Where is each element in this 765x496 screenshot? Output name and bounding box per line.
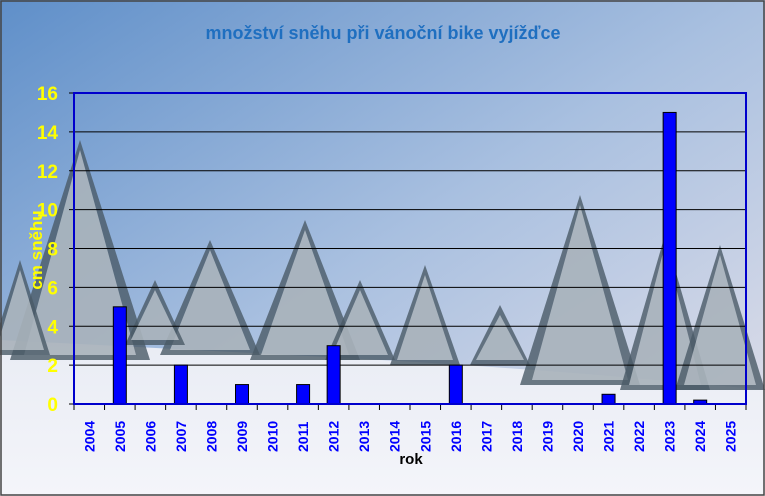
tree-snow [532,205,628,380]
tree-snow [131,290,179,340]
x-tick-label: 2024 [692,421,708,452]
x-tick-label: 2010 [265,421,281,452]
chart-title: množství sněhu při vánoční bike vyjížďce [205,23,560,43]
x-tick-label: 2008 [203,421,219,452]
x-tick-label: 2013 [356,421,372,452]
bar-2011 [296,384,311,405]
tree-snow [0,270,44,350]
x-tick-label: 2023 [662,421,678,452]
plot-area-border [73,92,747,405]
tree-snow [397,275,453,360]
y-tick-label: 16 [37,84,58,105]
x-tick-label: 2006 [142,421,158,452]
x-tick-label: 2020 [570,421,586,452]
y-tick-label: 10 [37,201,58,222]
bar-2021 [601,393,616,405]
x-tick-label: 2022 [631,421,647,452]
x-tick-label: 2015 [417,421,433,452]
x-tick-label: 2017 [478,421,494,452]
x-tick-label: 2016 [448,421,464,452]
y-tick-label: 8 [47,240,58,261]
tree-snow [24,150,136,355]
x-tick-label: 2018 [509,421,525,452]
bar-2009 [235,384,249,405]
tree-snow [170,250,250,350]
x-tick-label: 2021 [601,421,617,452]
tree-snow [684,255,756,385]
x-tick-label: 2012 [326,421,342,452]
tree-snow [261,230,349,355]
x-tick-label: 2007 [173,421,189,452]
x-tick-label: 2019 [539,421,555,452]
bar-2012 [326,345,341,405]
x-tick-label: 2025 [723,421,739,452]
x-tick-label: 2011 [295,421,311,452]
x-tick-label: 2005 [112,421,128,452]
x-tick-label: 2014 [387,421,403,452]
y-tick-label: 2 [47,356,58,377]
y-tick-label: 14 [37,123,59,144]
y-tick-label: 0 [47,395,58,416]
bar-2005 [112,306,127,405]
tree-snow [476,315,524,360]
x-tick-label: 2004 [81,421,97,452]
y-axis-label: cm sněhu [27,210,46,289]
x-tick-label: 2009 [234,421,250,452]
x-axis-label: rok [399,451,423,468]
bar-2007 [173,364,188,405]
tree-snow [332,290,388,355]
y-tick-label: 4 [47,317,58,338]
y-tick-label: 6 [47,278,58,299]
y-tick-label: 12 [37,162,58,183]
bar-2016 [448,364,463,405]
bar-2023 [662,111,677,405]
